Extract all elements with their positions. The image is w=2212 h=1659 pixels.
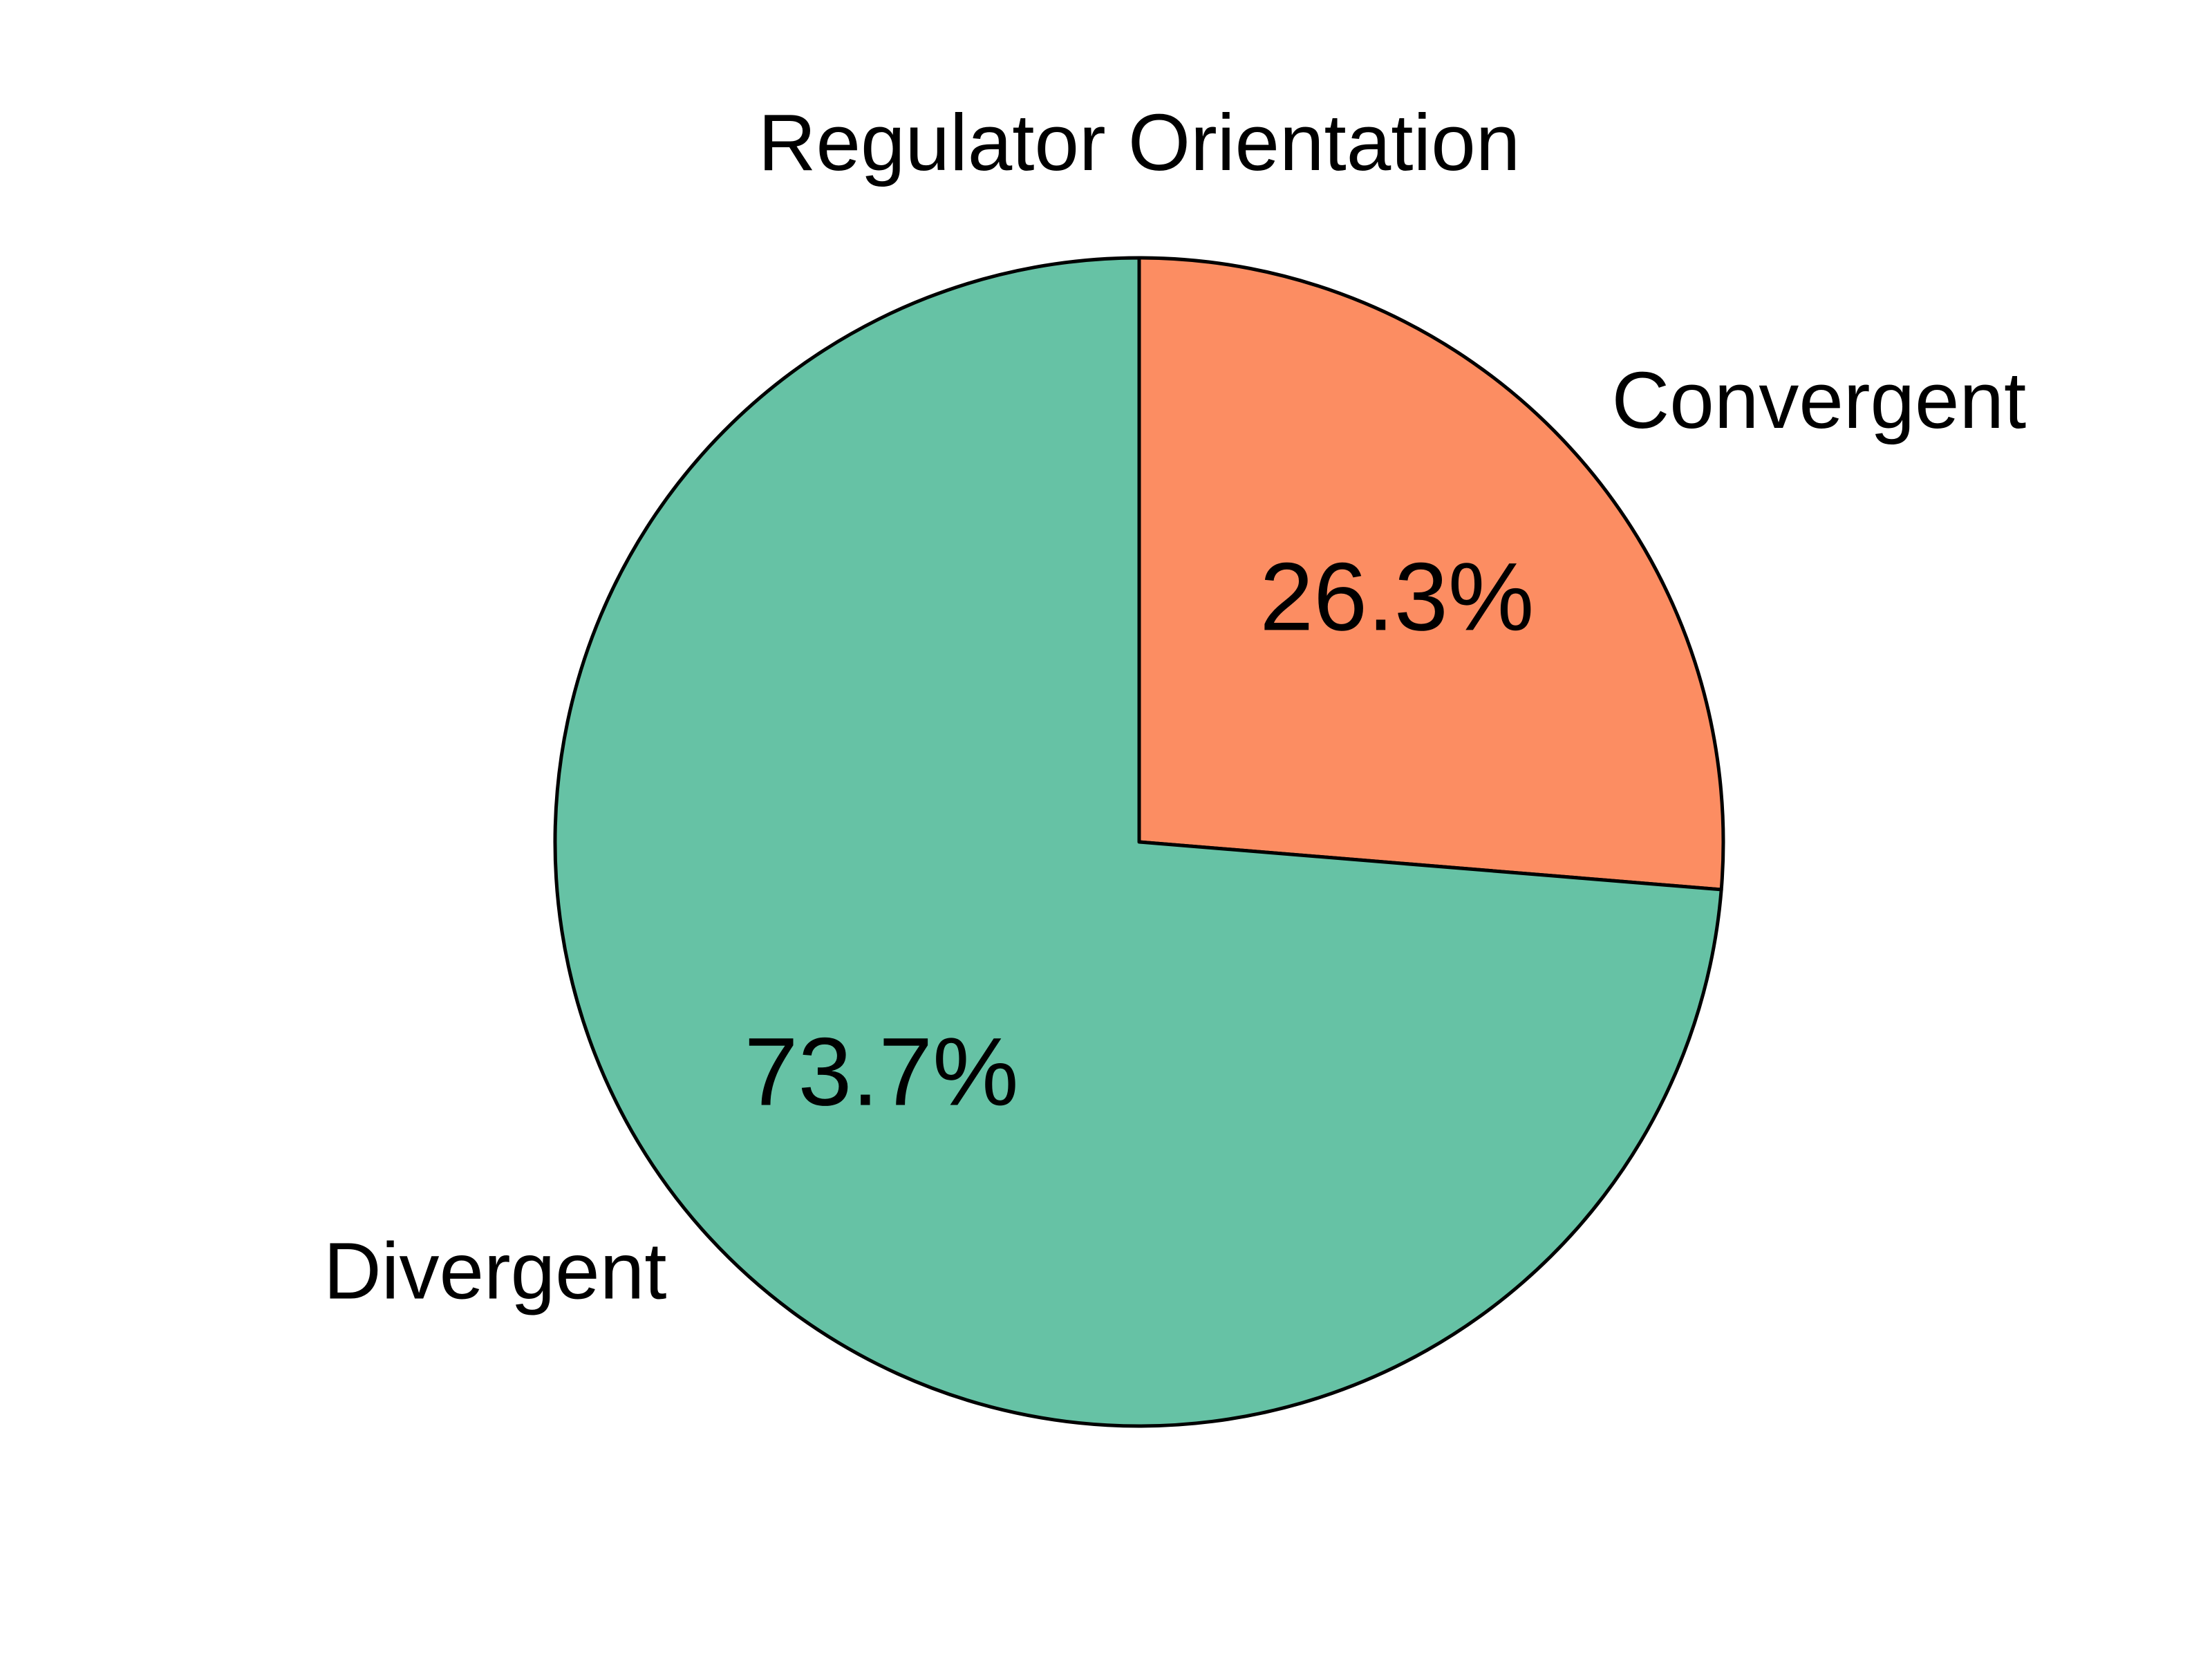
chart-title: Regulator Orientation <box>758 97 1521 187</box>
pct-label-divergent: 73.7% <box>744 1018 1019 1126</box>
slice-convergent <box>1137 256 1725 892</box>
pie-slices <box>553 256 1725 1428</box>
pie-labels: Convergent 26.3% Divergent 73.7% <box>324 355 2026 1316</box>
slice-label-convergent: Convergent <box>1612 355 2027 445</box>
slice-label-divergent: Divergent <box>324 1226 666 1316</box>
slice-divergent <box>553 256 1723 1428</box>
pct-label-convergent: 26.3% <box>1259 542 1534 650</box>
